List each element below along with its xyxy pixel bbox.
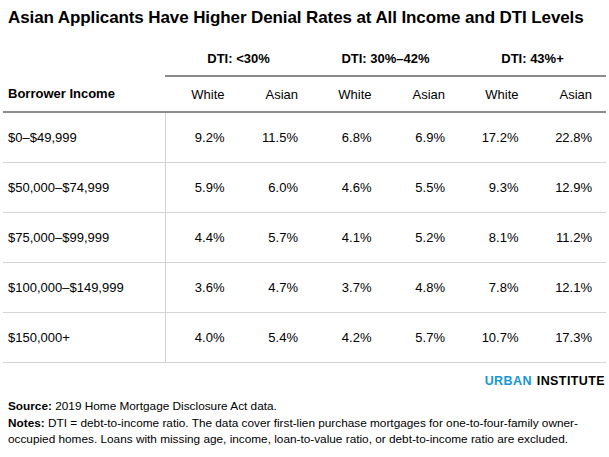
table-cell: 17.3%: [533, 313, 607, 363]
column-header-white: White: [165, 76, 239, 112]
table-cell: 8.1%: [459, 213, 533, 263]
group-header-spacer: [3, 42, 165, 76]
column-header-row: Borrower Income White Asian White Asian …: [3, 76, 606, 112]
table-cell: 7.8%: [459, 263, 533, 313]
table-cell: 4.2%: [312, 313, 386, 363]
table-cell: 4.4%: [165, 213, 239, 263]
column-header-white: White: [459, 76, 533, 112]
logo-institute-text: INSTITUTE: [537, 374, 605, 388]
table-cell: 6.0%: [239, 163, 313, 213]
table-cell: 5.7%: [239, 213, 313, 263]
denial-rates-table: DTI: <30% DTI: 30%–42% DTI: 43%+ Borrowe…: [3, 42, 606, 363]
table-cell: 12.9%: [533, 163, 607, 213]
table-cell: 9.3%: [459, 163, 533, 213]
table-cell: 5.2%: [386, 213, 460, 263]
table-cell: 11.2%: [533, 213, 607, 263]
column-header-asian: Asian: [239, 76, 313, 112]
source-label: Source:: [8, 399, 52, 413]
table-cell: 10.7%: [459, 313, 533, 363]
table-row: $100,000–$149,999 3.6% 4.7% 3.7% 4.8% 7.…: [3, 263, 606, 313]
table-row: $75,000–$99,999 4.4% 5.7% 4.1% 5.2% 8.1%…: [3, 213, 606, 263]
column-header-white: White: [312, 76, 386, 112]
row-label: $75,000–$99,999: [3, 213, 165, 263]
table-cell: 4.8%: [386, 263, 460, 313]
notes-label: Notes:: [8, 416, 45, 430]
table-cell: 4.7%: [239, 263, 313, 313]
table-row: $150,000+ 4.0% 5.4% 4.2% 5.7% 10.7% 17.3…: [3, 313, 606, 363]
urban-institute-logo: URBAN INSTITUTE: [0, 374, 605, 388]
table-cell: 5.5%: [386, 163, 460, 213]
table-cell: 11.5%: [239, 112, 313, 163]
table-cell: 22.8%: [533, 112, 607, 163]
source-text: 2019 Home Mortgage Disclosure Act data.: [52, 399, 277, 413]
group-header-row: DTI: <30% DTI: 30%–42% DTI: 43%+: [3, 42, 606, 76]
footer-notes: Source: 2019 Home Mortgage Disclosure Ac…: [8, 398, 586, 448]
logo-urban-text: URBAN: [485, 374, 532, 388]
notes-text: DTI = debt-to-income ratio. The data cov…: [8, 416, 578, 447]
row-label: $0–$49,999: [3, 112, 165, 163]
table-cell: 6.8%: [312, 112, 386, 163]
table-cell: 4.1%: [312, 213, 386, 263]
table-cell: 4.6%: [312, 163, 386, 213]
group-header-dti-lt30: DTI: <30%: [165, 42, 312, 76]
table-cell: 17.2%: [459, 112, 533, 163]
row-label: $100,000–$149,999: [3, 263, 165, 313]
source-line: Source: 2019 Home Mortgage Disclosure Ac…: [8, 398, 586, 415]
group-header-dti-30-42: DTI: 30%–42%: [312, 42, 459, 76]
column-header-borrower-income: Borrower Income: [3, 76, 165, 112]
chart-title: Asian Applicants Have Higher Denial Rate…: [8, 8, 601, 28]
table-cell: 12.1%: [533, 263, 607, 313]
row-label: $50,000–$74,999: [3, 163, 165, 213]
table-cell: 5.7%: [386, 313, 460, 363]
table-cell: 3.7%: [312, 263, 386, 313]
column-header-asian: Asian: [386, 76, 460, 112]
table-row: $0–$49,999 9.2% 11.5% 6.8% 6.9% 17.2% 22…: [3, 112, 606, 163]
table-cell: 6.9%: [386, 112, 460, 163]
table-cell: 4.0%: [165, 313, 239, 363]
table-cell: 9.2%: [165, 112, 239, 163]
group-header-dti-43plus: DTI: 43%+: [459, 42, 606, 76]
row-label: $150,000+: [3, 313, 165, 363]
table-row: $50,000–$74,999 5.9% 6.0% 4.6% 5.5% 9.3%…: [3, 163, 606, 213]
column-header-asian: Asian: [533, 76, 607, 112]
table-cell: 3.6%: [165, 263, 239, 313]
notes-line: Notes: DTI = debt-to-income ratio. The d…: [8, 415, 586, 448]
table-cell: 5.9%: [165, 163, 239, 213]
table-cell: 5.4%: [239, 313, 313, 363]
